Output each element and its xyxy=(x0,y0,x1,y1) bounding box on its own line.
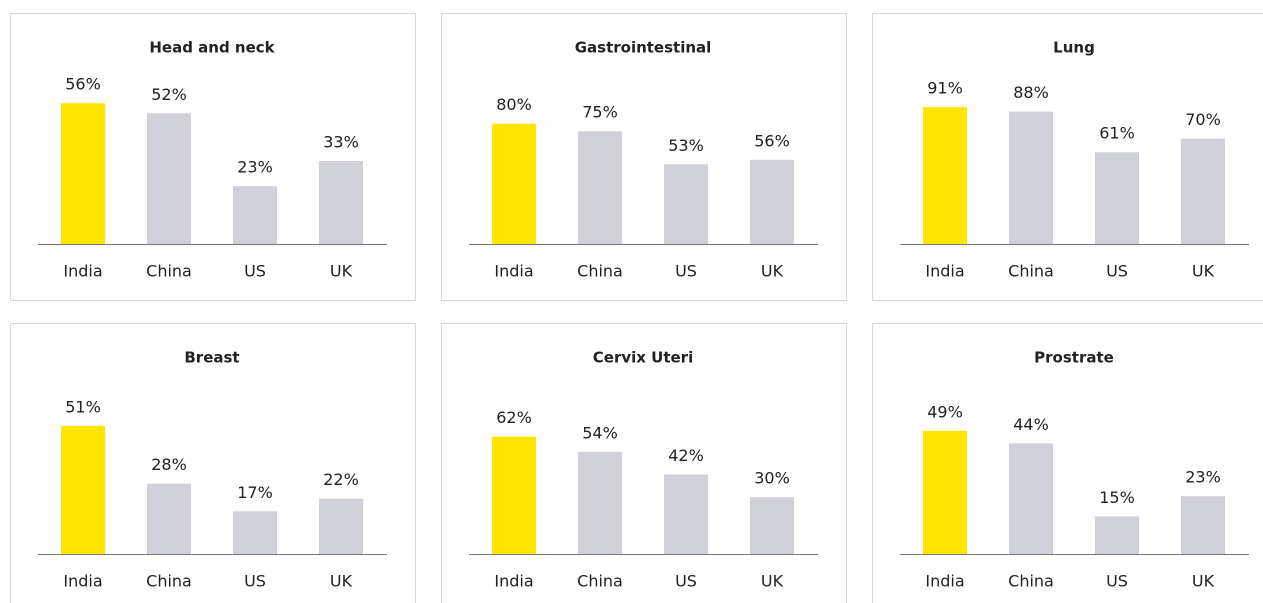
chart-title: Lung xyxy=(1053,39,1095,57)
category-label: UK xyxy=(1192,262,1215,281)
bar xyxy=(750,159,794,244)
category-label: US xyxy=(675,262,697,281)
category-label: US xyxy=(675,572,697,591)
bar xyxy=(1181,496,1225,554)
category-label: UK xyxy=(1192,572,1215,591)
category-label: China xyxy=(1008,262,1054,281)
value-label: 75% xyxy=(582,103,618,122)
value-label: 80% xyxy=(496,95,532,114)
category-label: UK xyxy=(330,572,353,591)
value-label: 56% xyxy=(65,75,101,94)
chart-panel: Gastrointestinal 80% India 75% China 53% US 56%… xyxy=(441,13,847,301)
value-label: 53% xyxy=(668,136,704,155)
panel-border xyxy=(441,323,847,603)
category-label: China xyxy=(1008,572,1054,591)
value-label: 17% xyxy=(237,483,273,502)
chart-title: Breast xyxy=(184,349,239,367)
panel-border xyxy=(872,13,1263,301)
value-label: 44% xyxy=(1013,415,1049,434)
value-label: 51% xyxy=(65,397,101,416)
bar xyxy=(1009,111,1053,244)
category-label: China xyxy=(146,262,192,281)
category-label: US xyxy=(1106,262,1128,281)
bar xyxy=(923,430,967,554)
category-label: China xyxy=(577,262,623,281)
category-label: China xyxy=(146,572,192,591)
bar xyxy=(319,161,363,244)
chart-title: Cervix Uteri xyxy=(593,349,693,367)
category-label: India xyxy=(925,262,964,281)
bar xyxy=(664,164,708,244)
category-label: India xyxy=(494,572,533,591)
bar xyxy=(233,511,277,554)
value-label: 52% xyxy=(151,85,187,104)
panel-border xyxy=(10,323,416,603)
value-label: 88% xyxy=(1013,83,1049,102)
category-label: India xyxy=(494,262,533,281)
chart-title: Gastrointestinal xyxy=(575,39,712,57)
value-label: 49% xyxy=(927,402,963,421)
value-label: 15% xyxy=(1099,488,1135,507)
chart-panel: Cervix Uteri 62% India 54% China 42% US 30% UK xyxy=(441,323,847,603)
value-label: 42% xyxy=(668,446,704,465)
bar xyxy=(664,474,708,554)
bar xyxy=(1095,516,1139,554)
value-label: 54% xyxy=(582,423,618,442)
bar xyxy=(578,131,622,244)
category-label: UK xyxy=(330,262,353,281)
chart-panel: Lung 91% India 88% China 61% US 70% UK xyxy=(872,13,1263,301)
value-label: 56% xyxy=(754,131,790,150)
bar xyxy=(147,113,191,244)
bar xyxy=(147,483,191,554)
chart-title: Prostrate xyxy=(1034,349,1114,367)
value-label: 28% xyxy=(151,455,187,474)
bar xyxy=(492,436,536,554)
category-label: India xyxy=(63,572,102,591)
value-label: 22% xyxy=(323,470,359,489)
chart-title: Head and neck xyxy=(149,39,275,57)
value-label: 62% xyxy=(496,408,532,427)
category-label: India xyxy=(63,262,102,281)
bar xyxy=(233,186,277,244)
bar xyxy=(492,123,536,244)
bar xyxy=(923,107,967,244)
panel-border xyxy=(441,13,847,301)
value-label: 91% xyxy=(927,79,963,98)
value-label: 70% xyxy=(1185,110,1221,129)
panel-border xyxy=(10,13,416,301)
chart-panel: Breast 51% India 28% China 17% US 22% UK xyxy=(10,323,416,603)
category-label: China xyxy=(577,572,623,591)
category-label: US xyxy=(244,262,266,281)
panel-border xyxy=(872,323,1263,603)
category-label: US xyxy=(244,572,266,591)
chart-panel: Head and neck 56% India 52% China 23% US 33% UK xyxy=(10,13,416,301)
bar xyxy=(1095,152,1139,244)
value-label: 23% xyxy=(1185,468,1221,487)
value-label: 30% xyxy=(754,469,790,488)
bar xyxy=(61,425,105,554)
bar xyxy=(578,451,622,554)
bar xyxy=(1181,138,1225,244)
value-label: 33% xyxy=(323,133,359,152)
bar xyxy=(319,498,363,554)
bar xyxy=(750,497,794,554)
category-label: UK xyxy=(761,572,784,591)
value-label: 23% xyxy=(237,158,273,177)
category-label: India xyxy=(925,572,964,591)
bar xyxy=(61,103,105,244)
value-label: 61% xyxy=(1099,124,1135,143)
chart-panel: Prostrate 49% India 44% China 15% US 23% UK xyxy=(872,323,1263,603)
bar xyxy=(1009,443,1053,554)
category-label: US xyxy=(1106,572,1128,591)
category-label: UK xyxy=(761,262,784,281)
